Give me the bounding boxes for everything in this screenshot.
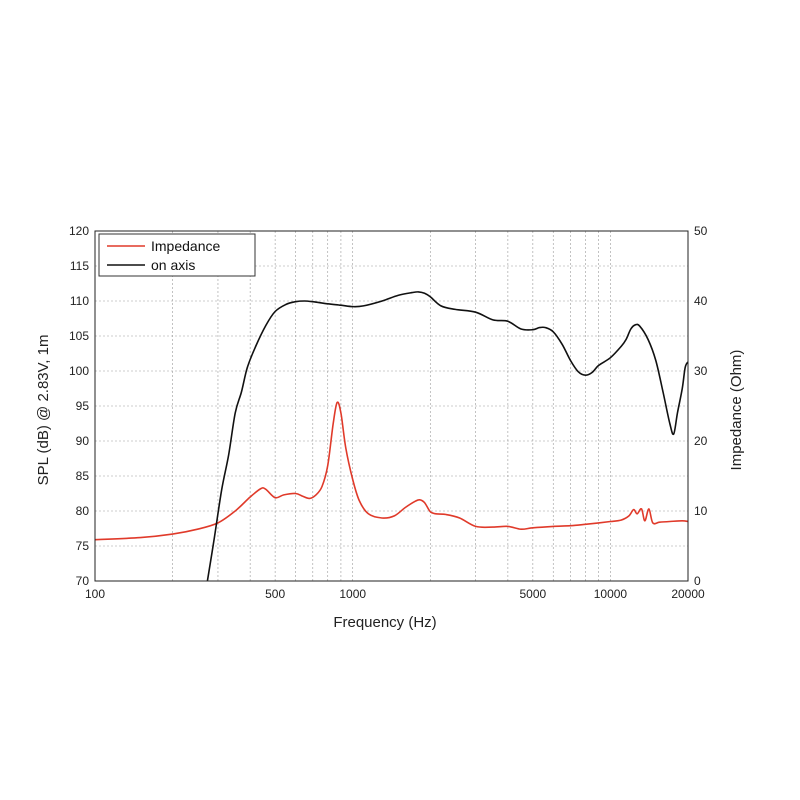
left-y-tick-label: 115 <box>70 259 89 273</box>
right-y-tick-label: 50 <box>694 224 708 238</box>
legend-label-impedance: Impedance <box>151 238 220 254</box>
right-y-tick-label: 0 <box>694 574 701 588</box>
x-tick-label: 100 <box>85 587 105 601</box>
right-y-tick-label: 40 <box>694 294 708 308</box>
left-y-tick-label: 95 <box>76 399 90 413</box>
series-lines <box>95 291 688 581</box>
right-y-axis-title: Impedance (Ohm) <box>728 350 745 471</box>
grid <box>95 231 688 581</box>
left-y-tick-label: 80 <box>76 504 90 518</box>
x-tick-label: 10000 <box>594 587 628 601</box>
plot-frame <box>94 230 689 582</box>
tick-labels: 100 500 1000 5000 10000 200007075808590951001… <box>69 224 708 601</box>
x-tick-label: 1000 <box>339 587 366 601</box>
left-y-tick-label: 100 <box>69 364 89 378</box>
series-line-impedance <box>95 401 688 541</box>
left-y-axis-title: SPL (dB) @ 2.83V, 1m <box>35 335 52 486</box>
left-y-tick-label: 120 <box>69 224 89 238</box>
x-tick-label: 500 <box>265 587 285 601</box>
left-y-tick-label: 105 <box>69 329 89 343</box>
legend-label-on-axis: on axis <box>151 257 195 273</box>
x-axis-title: Frequency (Hz) <box>333 614 436 631</box>
right-y-tick-label: 30 <box>694 364 708 378</box>
left-y-tick-label: 110 <box>70 294 89 308</box>
left-y-tick-label: 75 <box>76 539 90 553</box>
x-tick-label: 20000 <box>671 587 705 601</box>
right-y-tick-label: 20 <box>694 434 708 448</box>
legend-box <box>98 233 256 277</box>
left-y-tick-label: 90 <box>76 434 90 448</box>
left-y-tick-label: 70 <box>76 574 90 588</box>
right-y-tick-label: 10 <box>694 504 708 518</box>
left-y-tick-label: 85 <box>76 469 90 483</box>
legend: Impedance on axis <box>98 233 256 277</box>
series-line-on-axis <box>206 291 688 581</box>
x-tick-label: 5000 <box>519 587 546 601</box>
